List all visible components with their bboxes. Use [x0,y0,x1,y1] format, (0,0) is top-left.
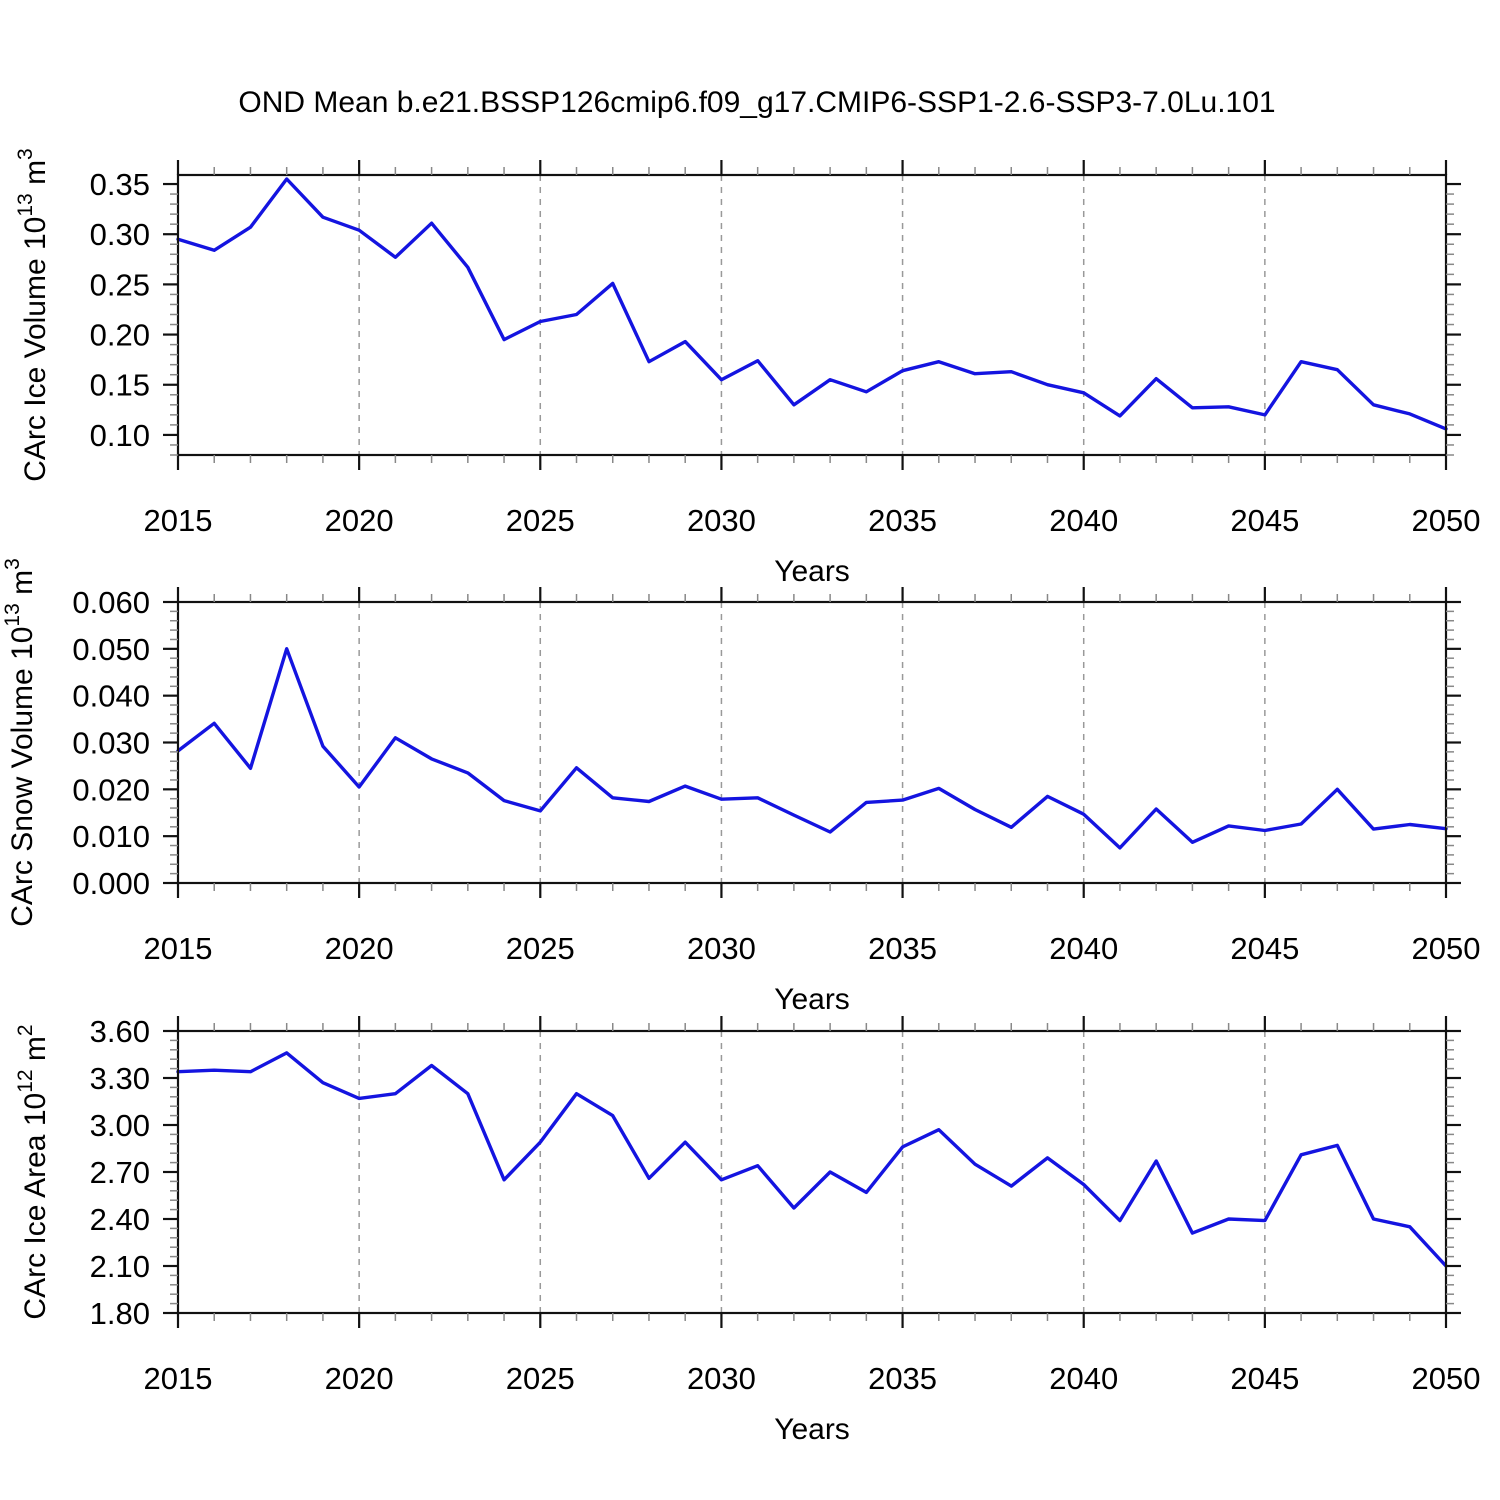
x-tick-label: 2020 [325,931,394,966]
y-tick-label: 3.60 [90,1014,150,1049]
y-tick-label: 0.000 [72,866,150,901]
y-tick-label: 3.00 [90,1108,150,1143]
y-tick-label: 2.70 [90,1155,150,1190]
y-tick-label: 0.010 [72,819,150,854]
x-tick-label: 2025 [506,931,575,966]
panel-ice-volume: 0.35 0.30 0.25 0.20 0.15 0.10 2015 2020 2025 2030… [14,148,1480,588]
x-tick-label: 2045 [1230,1361,1299,1396]
y-tick-label: 2.40 [90,1202,150,1237]
snow-volume-line [176,647,1448,850]
x-tick-label: 2030 [687,931,756,966]
y-tick-label: 0.020 [72,772,150,807]
ice-area-line [176,1051,1448,1268]
y-axis-title: CArc Ice Volume 1013 m3 [14,148,52,482]
x-tick-label: 2040 [1049,503,1118,538]
y-tick-label: 1.80 [90,1296,150,1331]
y-tick-label: 0.35 [90,167,150,202]
y-tick-label: 3.30 [90,1061,150,1096]
x-tick-label: 2045 [1230,931,1299,966]
y-tick-label: 0.10 [90,418,150,453]
x-axis-title: Years [774,1413,850,1446]
y-tick-label: 0.060 [72,585,150,620]
x-tick-label: 2040 [1049,931,1118,966]
x-tick-label: 2015 [144,1361,213,1396]
y-tick-label: 0.25 [90,267,150,302]
x-tick-label: 2050 [1412,931,1481,966]
x-tick-label: 2045 [1230,503,1299,538]
x-tick-label: 2035 [868,503,937,538]
x-axis-title: Years [774,555,850,588]
y-tick-label: 0.15 [90,368,150,403]
ice-volume-line [176,177,1448,431]
x-tick-label: 2050 [1412,1361,1481,1396]
panel-snow-volume: 0.060 0.050 0.040 0.030 0.020 0.010 0.000 2015 2… [1,558,1480,1016]
x-axis-title: Years [774,983,850,1016]
x-tick-label: 2025 [506,503,575,538]
panels-group: 0.35 0.30 0.25 0.20 0.15 0.10 2015 2020 2025 2030… [1,148,1480,1446]
y-tick-label: 0.050 [72,632,150,667]
x-tick-label: 2025 [506,1361,575,1396]
x-tick-label: 2030 [687,503,756,538]
x-tick-label: 2050 [1412,503,1481,538]
x-tick-label: 2035 [868,1361,937,1396]
x-tick-label: 2020 [325,1361,394,1396]
x-tick-label: 2035 [868,931,937,966]
y-axis-title: CArc Snow Volume 1013 m3 [1,558,39,927]
y-axis-title: CArc Ice Area 1012 m2 [14,1024,52,1319]
x-tick-label: 2020 [325,503,394,538]
y-tick-label: 0.20 [90,318,150,353]
plot-border [176,600,1448,885]
panel-ice-area: 3.60 3.30 3.00 2.70 2.40 2.10 1.80 2015 2020 2025… [14,1014,1480,1446]
figure-title: OND Mean b.e21.BSSP126cmip6.f09_g17.CMIP… [238,86,1275,119]
y-tick-label: 0.040 [72,679,150,714]
x-tick-label: 2015 [144,931,213,966]
x-tick-label: 2030 [687,1361,756,1396]
y-tick-label: 2.10 [90,1249,150,1284]
x-tick-label: 2015 [144,503,213,538]
plot-border [176,1029,1448,1315]
y-tick-label: 0.030 [72,726,150,761]
x-tick-label: 2040 [1049,1361,1118,1396]
y-tick-label: 0.30 [90,217,150,252]
